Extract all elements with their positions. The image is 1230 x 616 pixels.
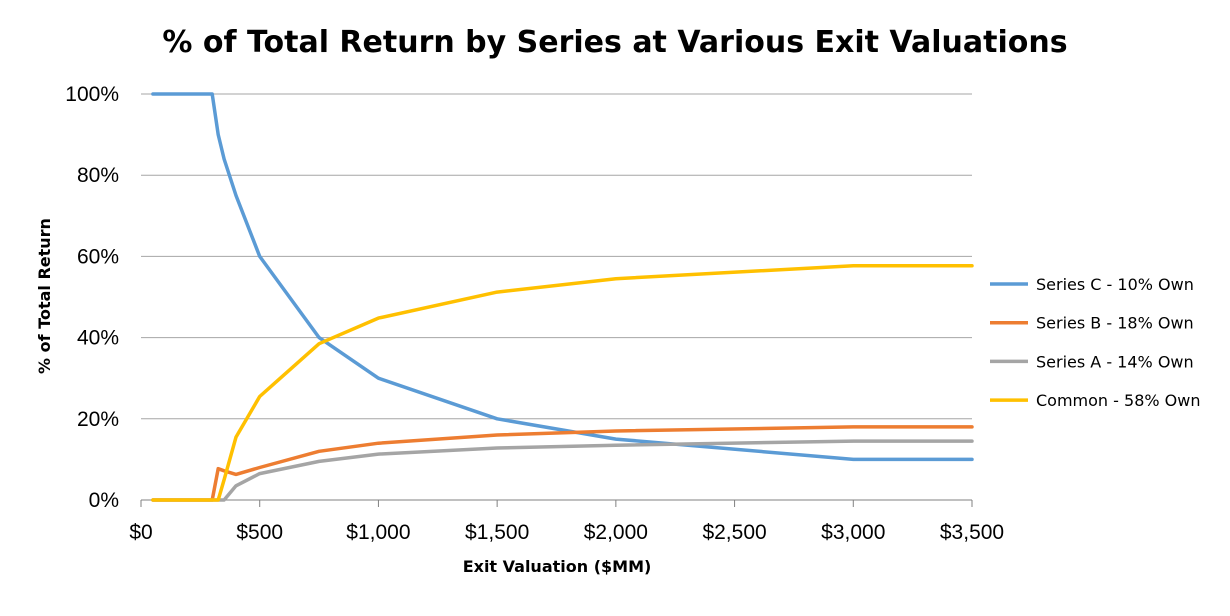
legend-label: Series B - 18% Own bbox=[1036, 314, 1194, 333]
legend-label: Common - 58% Own bbox=[1036, 391, 1200, 410]
x-tick-label: $1,000 bbox=[346, 521, 410, 544]
y-axis-label: % of Total Return bbox=[35, 218, 54, 374]
x-tick-label: $2,000 bbox=[584, 521, 648, 544]
series-line-3 bbox=[151, 263, 974, 502]
y-tick-label: 0% bbox=[89, 489, 119, 512]
y-tick-label: 80% bbox=[77, 164, 119, 187]
x-tick-label: $3,000 bbox=[821, 521, 885, 544]
x-tick-label: $1,500 bbox=[465, 521, 529, 544]
y-axis-ticks: 0% 20% 40% 60% 80% 100% bbox=[65, 83, 119, 512]
series-line-0 bbox=[151, 92, 974, 462]
series-lines bbox=[151, 92, 974, 502]
chart-title: % of Total Return by Series at Various E… bbox=[162, 25, 1067, 60]
x-axis-label: Exit Valuation ($MM) bbox=[463, 557, 652, 576]
gridlines bbox=[141, 93, 972, 501]
y-tick-label: 40% bbox=[77, 327, 119, 350]
series-line-2 bbox=[151, 439, 974, 502]
legend: Series C - 10% Own Series B - 18% Own Seri… bbox=[990, 275, 1200, 410]
x-axis-ticks: $0 $500 $1,000 $1,500 $2,000 $2,500 $3,000 $3,5… bbox=[129, 499, 1004, 544]
series-line-1 bbox=[151, 425, 974, 502]
legend-label: Series A - 14% Own bbox=[1036, 352, 1194, 371]
x-tick-label: $3,500 bbox=[940, 521, 1004, 544]
y-tick-label: 60% bbox=[77, 245, 119, 268]
x-tick-label: $2,500 bbox=[702, 521, 766, 544]
x-tick-label: $0 bbox=[129, 521, 152, 544]
legend-label: Series C - 10% Own bbox=[1036, 275, 1194, 294]
y-tick-label: 100% bbox=[65, 83, 119, 106]
y-tick-label: 20% bbox=[77, 408, 119, 431]
x-tick-label: $500 bbox=[236, 521, 283, 544]
